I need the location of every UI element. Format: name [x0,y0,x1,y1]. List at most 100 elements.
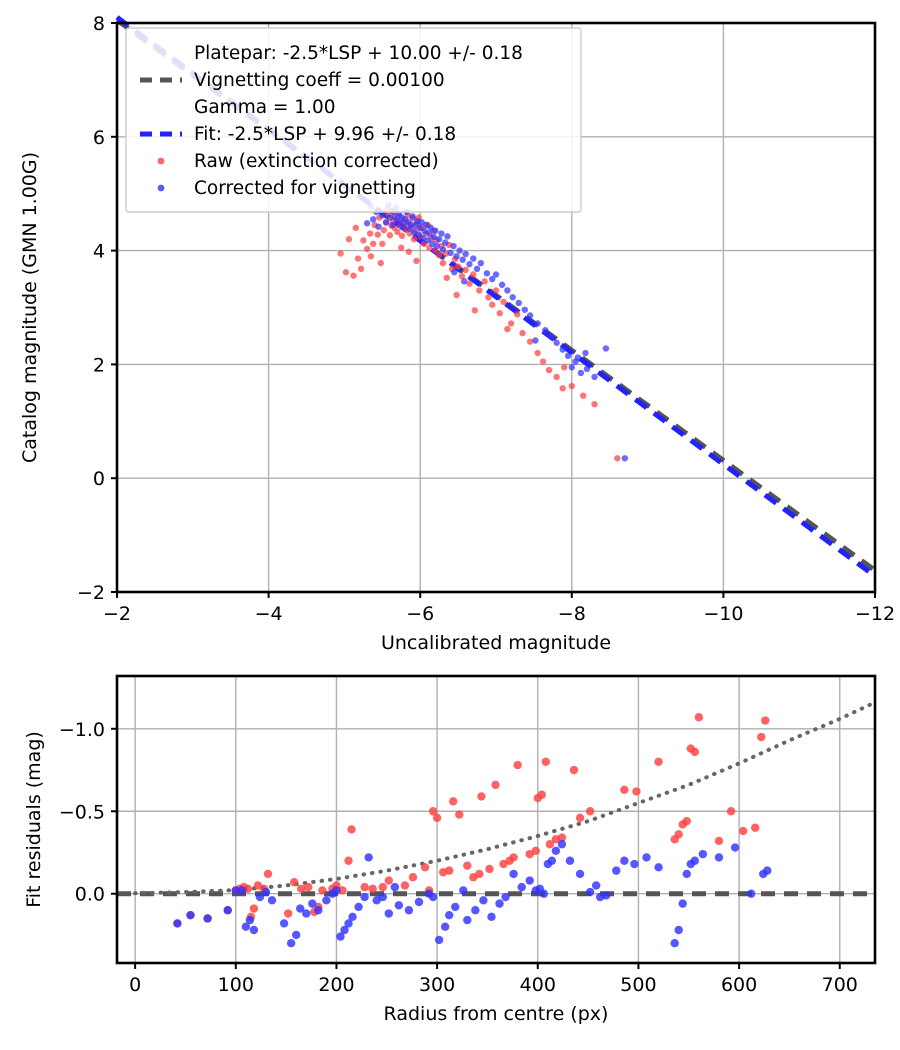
data-point [378,882,387,892]
data-point [379,212,386,219]
data-point [455,810,464,819]
data-point [291,930,301,940]
legend-label: Gamma = 1.00 [194,97,336,118]
data-point [380,226,388,234]
data-point [451,269,458,276]
x-tick-label: 200 [318,974,354,996]
data-point [352,224,359,232]
x-axis-label: Radius from centre (px) [384,1003,609,1025]
data-point [451,902,460,912]
data-point [470,271,477,278]
data-point [398,244,405,251]
data-point [444,866,454,875]
data-point [377,259,384,267]
data-point [577,369,585,377]
data-point [466,261,473,268]
data-point [582,349,589,357]
data-point [378,892,387,902]
data-point [678,899,687,908]
data-point [569,765,579,775]
data-point [413,257,420,265]
data-point [417,224,424,232]
data-point [459,886,468,895]
data-point [542,327,549,334]
data-point [173,919,182,928]
data-point [492,287,500,294]
data-point [513,760,522,770]
y-tick-label: 6 [93,127,105,149]
data-point [289,877,299,887]
data-point [203,914,212,923]
legend-label: Corrected for vignetting [194,178,416,199]
data-point [509,294,516,301]
data-point [379,240,386,247]
data-point [757,732,766,742]
data-point [386,232,394,239]
data-point [475,869,484,879]
y-tick-label: 8 [93,13,105,35]
data-point [338,886,347,895]
data-point [509,853,518,862]
data-point [374,231,381,238]
data-point [434,935,444,945]
data-point [612,866,621,875]
data-point [498,281,506,288]
data-point [245,915,255,925]
data-point [492,271,500,278]
data-point [690,856,700,865]
data-point [514,311,521,318]
data-point [575,813,585,823]
data-point [471,906,480,915]
data-point [366,230,374,237]
data-point [620,856,629,865]
data-point [357,265,365,273]
data-point [561,364,568,371]
data-point [453,291,460,299]
data-point [532,337,539,344]
data-point [237,886,247,895]
data-point [476,287,483,294]
series-corrected-for-vignetting [363,201,629,462]
data-point [547,856,557,865]
data-point [714,836,724,846]
data-point [585,807,595,816]
data-point [308,899,317,908]
data-point [367,253,375,260]
data-point [539,358,547,365]
x-axis-label: Uncalibrated magnitude [381,632,611,654]
data-point [463,861,472,870]
data-point [500,298,507,306]
data-point [286,939,296,948]
data-point [241,922,251,931]
data-point [682,869,691,879]
x-tick-label: −8 [558,603,586,625]
data-point [438,230,445,237]
data-point [654,863,663,872]
data-point [389,221,397,229]
data-point [426,230,433,237]
data-point [442,239,449,246]
data-point [559,385,566,392]
data-point [394,228,401,236]
legend-raw-marker [157,157,165,165]
data-point [463,915,472,925]
legend-label: Raw (extinction corrected) [194,151,439,172]
data-point [761,716,770,725]
data-point [430,233,438,241]
data-point [504,325,511,333]
data-point [730,843,740,852]
data-point [460,278,468,285]
data-point [694,713,704,722]
data-point [479,896,488,905]
data-point [458,273,466,280]
data-point [360,892,369,902]
data-point [568,364,575,371]
data-point [336,932,345,941]
data-point [435,236,443,243]
data-point [620,785,629,795]
y-tick-label: −0.5 [59,801,105,823]
data-point [553,339,560,346]
data-point [428,807,438,816]
